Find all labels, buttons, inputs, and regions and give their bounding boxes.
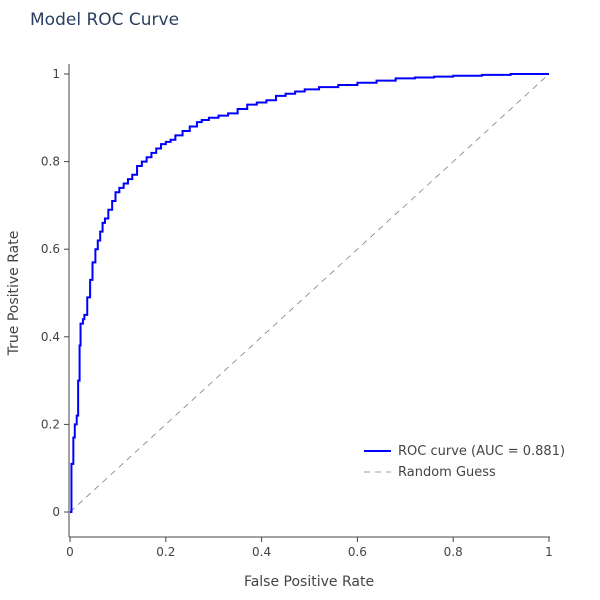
- legend-label: ROC curve (AUC = 0.881): [398, 444, 565, 459]
- x-tick-label: 0.6: [348, 545, 367, 559]
- x-tick-label: 0: [66, 545, 74, 559]
- random-guess-line: [69, 73, 550, 513]
- y-axis-title: True Positive Rate: [6, 231, 22, 357]
- y-tick-label: 0: [52, 505, 60, 519]
- x-tick-label: 0.8: [444, 545, 463, 559]
- legend-label: Random Guess: [398, 465, 496, 480]
- x-axis-title: False Positive Rate: [244, 574, 374, 590]
- series-layer: [69, 73, 550, 513]
- axes-layer: 0 0.2 0.4 0.6 0.8 1 0 0.2 0.4 0.6 0.8 1: [41, 64, 553, 559]
- y-tick-label: 0.8: [41, 155, 60, 169]
- legend: ROC curve (AUC = 0.881) Random Guess: [364, 444, 565, 480]
- y-tick-label: 1: [52, 67, 60, 81]
- y-tick-label: 0.6: [41, 242, 60, 256]
- y-tick-label: 0.4: [41, 330, 60, 344]
- y-tick-label: 0.2: [41, 417, 60, 431]
- x-tick-label: 0.4: [252, 545, 271, 559]
- x-tick-label: 1: [545, 545, 553, 559]
- roc-curve-line: [70, 73, 549, 513]
- x-tick-label: 0.2: [156, 545, 175, 559]
- chart-title: Model ROC Curve: [30, 10, 179, 30]
